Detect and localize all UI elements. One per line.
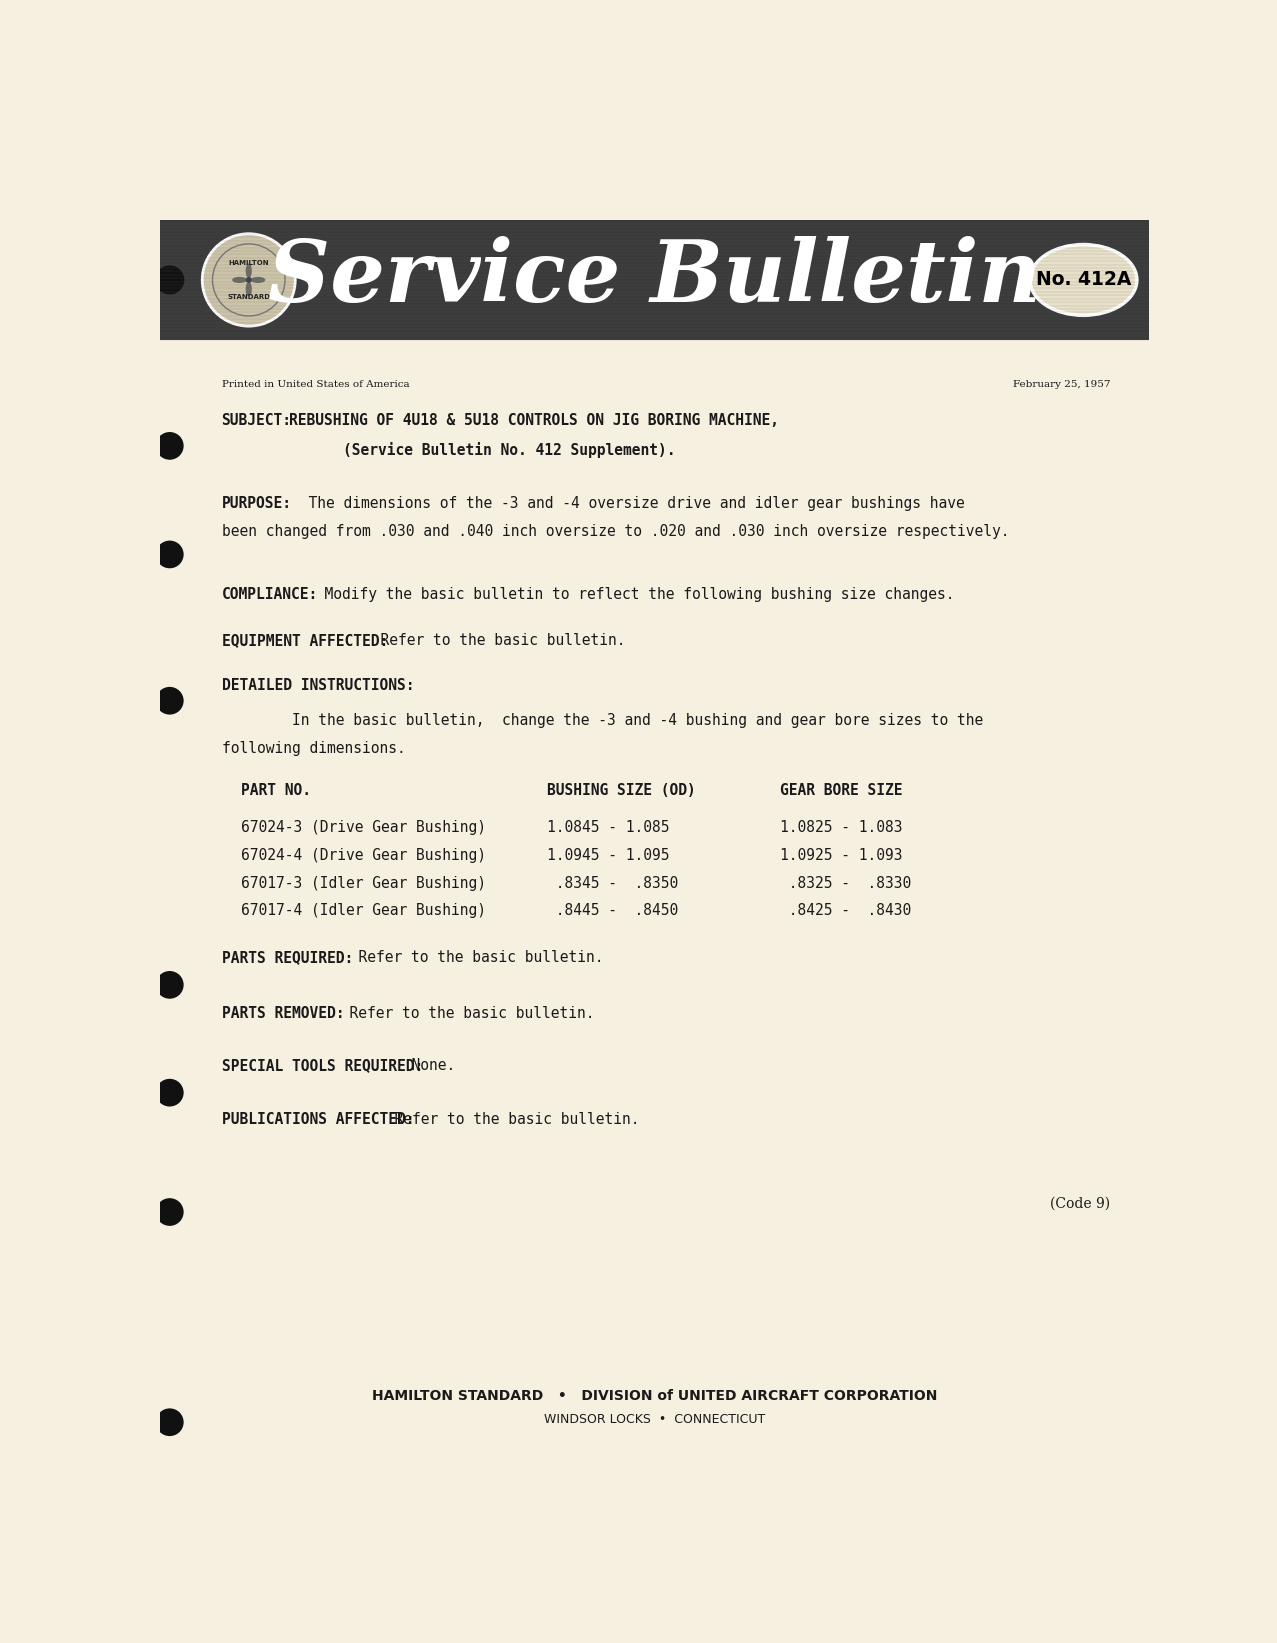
- Text: 67017-4 (Idler Gear Bushing): 67017-4 (Idler Gear Bushing): [241, 904, 487, 918]
- Text: Refer to the basic bulletin.: Refer to the basic bulletin.: [341, 950, 604, 964]
- Text: Refer to the basic bulletin.: Refer to the basic bulletin.: [377, 1112, 638, 1127]
- Bar: [160, 197, 1149, 220]
- Text: HAMILTON STANDARD   •   DIVISION of UNITED AIRCRAFT CORPORATION: HAMILTON STANDARD • DIVISION of UNITED A…: [372, 1388, 937, 1403]
- Text: The dimensions of the -3 and -4 oversize drive and idler gear bushings have: The dimensions of the -3 and -4 oversize…: [291, 496, 965, 511]
- Text: 1.0845 - 1.085: 1.0845 - 1.085: [547, 820, 669, 835]
- Text: HAMILTON: HAMILTON: [229, 260, 269, 266]
- Circle shape: [156, 1079, 184, 1106]
- Text: 67017-3 (Idler Gear Bushing): 67017-3 (Idler Gear Bushing): [241, 876, 487, 891]
- Text: PART NO.: PART NO.: [241, 784, 312, 798]
- Circle shape: [156, 971, 184, 999]
- Text: .8325 -  .8330: .8325 - .8330: [780, 876, 911, 891]
- Text: PUBLICATIONS AFFECTED:: PUBLICATIONS AFFECTED:: [222, 1112, 414, 1127]
- Circle shape: [156, 687, 184, 715]
- Circle shape: [156, 432, 184, 460]
- Text: Refer to the basic bulletin.: Refer to the basic bulletin.: [363, 633, 626, 647]
- Circle shape: [202, 233, 295, 325]
- Text: EQUIPMENT AFFECTED:: EQUIPMENT AFFECTED:: [222, 633, 388, 647]
- Text: REBUSHING OF 4U18 & 5U18 CONTROLS ON JIG BORING MACHINE,: REBUSHING OF 4U18 & 5U18 CONTROLS ON JIG…: [289, 412, 779, 427]
- Ellipse shape: [250, 278, 266, 283]
- Circle shape: [156, 266, 184, 294]
- Text: BUSHING SIZE (OD): BUSHING SIZE (OD): [547, 784, 696, 798]
- Circle shape: [156, 541, 184, 568]
- Text: PURPOSE:: PURPOSE:: [222, 496, 291, 511]
- Text: been changed from .030 and .040 inch oversize to .020 and .030 inch oversize res: been changed from .030 and .040 inch ove…: [222, 524, 1009, 539]
- Text: Refer to the basic bulletin.: Refer to the basic bulletin.: [332, 1006, 594, 1020]
- Text: GEAR BORE SIZE: GEAR BORE SIZE: [780, 784, 902, 798]
- Ellipse shape: [1031, 245, 1137, 315]
- Bar: [160, 220, 1149, 340]
- Text: (Code 9): (Code 9): [1051, 1196, 1111, 1211]
- Circle shape: [156, 1408, 184, 1436]
- Text: 1.0945 - 1.095: 1.0945 - 1.095: [547, 848, 669, 863]
- Text: In the basic bulletin,  change the -3 and -4 bushing and gear bore sizes to the: In the basic bulletin, change the -3 and…: [222, 713, 983, 728]
- Ellipse shape: [245, 283, 252, 296]
- Text: PARTS REQUIRED:: PARTS REQUIRED:: [222, 950, 352, 964]
- Text: 67024-3 (Drive Gear Bushing): 67024-3 (Drive Gear Bushing): [241, 820, 487, 835]
- Text: Service Bulletin: Service Bulletin: [268, 237, 1041, 319]
- Text: Printed in United States of America: Printed in United States of America: [222, 381, 409, 389]
- Circle shape: [245, 278, 252, 283]
- Text: DETAILED INSTRUCTIONS:: DETAILED INSTRUCTIONS:: [222, 677, 414, 693]
- Ellipse shape: [232, 278, 246, 283]
- Text: None.: None.: [393, 1058, 455, 1073]
- Text: 67024-4 (Drive Gear Bushing): 67024-4 (Drive Gear Bushing): [241, 848, 487, 863]
- Text: STANDARD: STANDARD: [227, 294, 271, 301]
- Text: .8345 -  .8350: .8345 - .8350: [547, 876, 678, 891]
- Text: SUBJECT:: SUBJECT:: [222, 412, 291, 427]
- Ellipse shape: [245, 263, 252, 278]
- Text: .8445 -  .8450: .8445 - .8450: [547, 904, 678, 918]
- Text: February 25, 1957: February 25, 1957: [1013, 381, 1111, 389]
- Text: Modify the basic bulletin to reflect the following bushing size changes.: Modify the basic bulletin to reflect the…: [306, 587, 954, 601]
- Text: SPECIAL TOOLS REQUIRED:: SPECIAL TOOLS REQUIRED:: [222, 1058, 423, 1073]
- Text: COMPLIANCE:: COMPLIANCE:: [222, 587, 318, 601]
- Text: following dimensions.: following dimensions.: [222, 741, 405, 756]
- Text: 1.0825 - 1.083: 1.0825 - 1.083: [780, 820, 902, 835]
- Text: WINDSOR LOCKS  •  CONNECTICUT: WINDSOR LOCKS • CONNECTICUT: [544, 1413, 765, 1426]
- Text: .8425 -  .8430: .8425 - .8430: [780, 904, 911, 918]
- Text: (Service Bulletin No. 412 Supplement).: (Service Bulletin No. 412 Supplement).: [344, 442, 676, 458]
- Text: No. 412A: No. 412A: [1036, 271, 1131, 289]
- Text: PARTS REMOVED:: PARTS REMOVED:: [222, 1006, 344, 1020]
- Circle shape: [156, 1198, 184, 1226]
- Text: 1.0925 - 1.093: 1.0925 - 1.093: [780, 848, 902, 863]
